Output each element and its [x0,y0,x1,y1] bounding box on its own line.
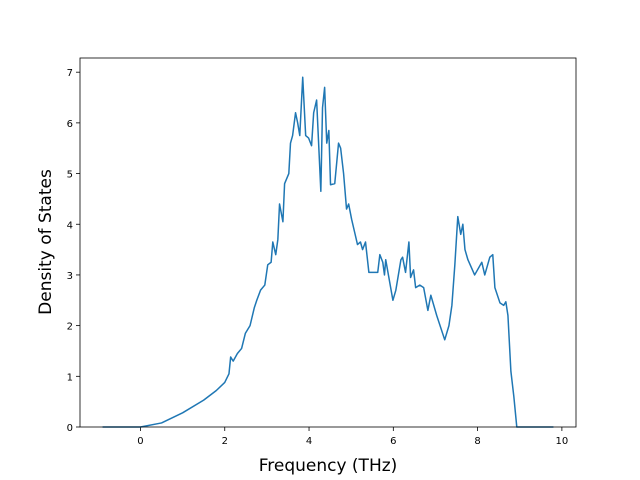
x-tick-label: 10 [556,436,569,447]
y-tick-label: 2 [67,322,73,333]
y-axis-label: Density of States [36,169,56,315]
x-tick-label: 6 [390,436,396,447]
x-tick-label: 8 [474,436,480,447]
y-tick-label: 7 [67,68,73,79]
line-series [102,76,554,428]
x-tick-label: 2 [222,436,228,447]
x-tick-label: 4 [306,436,312,447]
y-tick-label: 6 [67,119,73,130]
y-tick-label: 3 [67,271,73,282]
x-axis-label: Frequency (THz) [259,456,398,476]
x-tick-label: 0 [137,436,143,447]
y-tick-label: 5 [67,170,73,181]
y-tick-label: 4 [67,220,73,231]
y-tick-label: 1 [67,372,73,383]
y-tick-label: 0 [67,423,73,434]
plot-frame [79,57,577,428]
